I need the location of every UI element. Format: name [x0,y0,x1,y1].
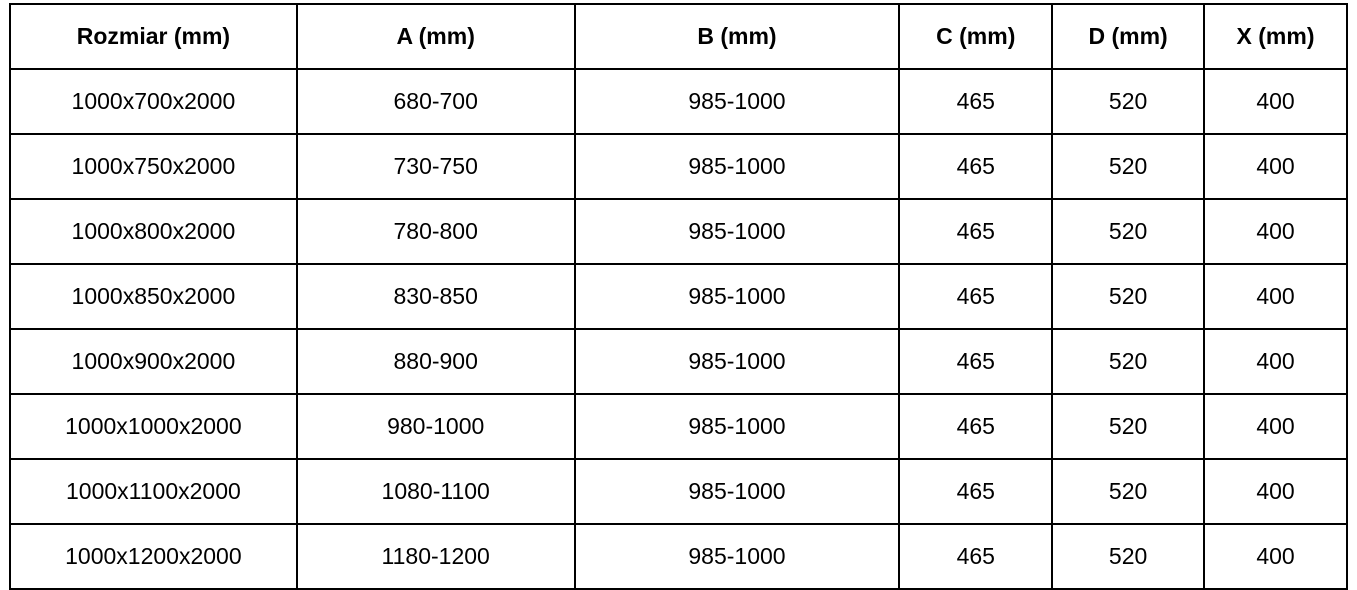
table-cell: 985-1000 [573,393,901,460]
table-cell: 1000x1000x2000 [9,393,298,460]
table-cell: 400 [1203,263,1348,330]
table-cell: 1000x1100x2000 [9,458,298,525]
table-cell: 400 [1203,328,1348,395]
table-cell: 520 [1051,198,1206,265]
table-cell: 465 [898,68,1054,135]
table-cell: 985-1000 [573,68,901,135]
table-cell: 1000x1200x2000 [9,523,298,590]
table-cell: 830-850 [295,263,576,330]
table-row: 1000x750x2000 730-750 985-1000 465 520 400 [9,133,1348,200]
table-cell: 520 [1051,458,1206,525]
table-cell: 400 [1203,133,1348,200]
table-cell: 465 [898,328,1054,395]
table-cell: 780-800 [295,198,576,265]
table-cell: 465 [898,393,1054,460]
table-cell: 880-900 [295,328,576,395]
table-cell: 985-1000 [573,198,901,265]
table-cell: 400 [1203,68,1348,135]
table-row: 1000x900x2000 880-900 985-1000 465 520 400 [9,328,1348,395]
table-cell: 985-1000 [573,328,901,395]
size-spec-table: Rozmiar (mm) A (mm) B (mm) C (mm) D (mm) X (m… [9,3,1348,590]
column-header: A (mm) [295,3,576,70]
table-cell: 400 [1203,198,1348,265]
table-cell: 400 [1203,523,1348,590]
table-cell: 1000x900x2000 [9,328,298,395]
column-header: X (mm) [1203,3,1348,70]
table-cell: 985-1000 [573,523,901,590]
table-cell: 465 [898,523,1054,590]
table-row: 1000x1200x2000 1180-1200 985-1000 465 520 400 [9,523,1348,590]
table-cell: 520 [1051,263,1206,330]
table-row: 1000x850x2000 830-850 985-1000 465 520 400 [9,263,1348,330]
table-cell: 465 [898,263,1054,330]
table-cell: 980-1000 [295,393,576,460]
table-cell: 465 [898,458,1054,525]
table-body: 1000x700x2000 680-700 985-1000 465 520 400 100… [9,68,1348,590]
table-row: 1000x700x2000 680-700 985-1000 465 520 400 [9,68,1348,135]
table-cell: 985-1000 [573,133,901,200]
table-cell: 520 [1051,68,1206,135]
table-cell: 1180-1200 [295,523,576,590]
table-cell: 1080-1100 [295,458,576,525]
table-cell: 520 [1051,393,1206,460]
table-cell: 520 [1051,133,1206,200]
table-cell: 520 [1051,523,1206,590]
table-header: Rozmiar (mm) A (mm) B (mm) C (mm) D (mm) X (m… [9,3,1348,70]
table-row: 1000x800x2000 780-800 985-1000 465 520 400 [9,198,1348,265]
table-row: 1000x1100x2000 1080-1100 985-1000 465 520 400 [9,458,1348,525]
table-cell: 985-1000 [573,458,901,525]
table-cell: 1000x850x2000 [9,263,298,330]
column-header: Rozmiar (mm) [9,3,298,70]
column-header: D (mm) [1051,3,1206,70]
table-cell: 730-750 [295,133,576,200]
table-cell: 1000x700x2000 [9,68,298,135]
column-header: C (mm) [898,3,1054,70]
table-cell: 465 [898,133,1054,200]
column-header: B (mm) [573,3,901,70]
table-cell: 520 [1051,328,1206,395]
table-row: 1000x1000x2000 980-1000 985-1000 465 520 400 [9,393,1348,460]
table-cell: 400 [1203,393,1348,460]
table-cell: 680-700 [295,68,576,135]
table-cell: 400 [1203,458,1348,525]
table-cell: 985-1000 [573,263,901,330]
table-cell: 1000x800x2000 [9,198,298,265]
table-header-row: Rozmiar (mm) A (mm) B (mm) C (mm) D (mm) X (m… [9,3,1348,70]
table-cell: 465 [898,198,1054,265]
table-cell: 1000x750x2000 [9,133,298,200]
